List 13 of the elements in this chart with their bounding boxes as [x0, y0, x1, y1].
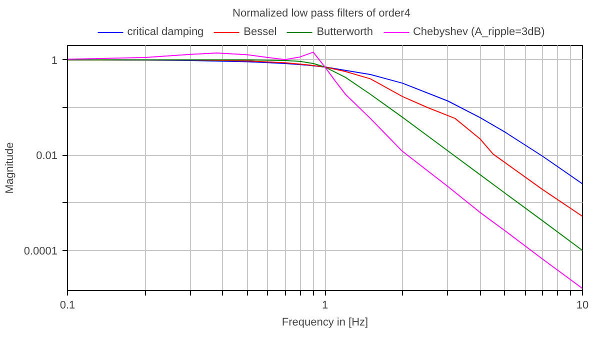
y-tick-label: 0.01: [36, 150, 58, 162]
x-tick-label: 1: [322, 300, 328, 312]
y-axis-title: Magnitude: [4, 142, 16, 194]
y-tick-label: 1: [51, 54, 58, 67]
legend-label: Chebyshev (A_ripple=3dB): [412, 26, 545, 38]
y-tick-label: 0.0001: [24, 246, 58, 258]
chart-title: Normalized low pass filters of order4: [232, 8, 410, 20]
legend-label: Bessel: [244, 26, 277, 38]
x-axis-title: Frequency in [Hz]: [282, 316, 368, 328]
legend-label: Butterworth: [316, 26, 373, 38]
legend-label: critical damping: [127, 26, 204, 38]
x-tick-label: 10: [576, 300, 589, 312]
x-tick-label: 0.1: [60, 300, 76, 312]
